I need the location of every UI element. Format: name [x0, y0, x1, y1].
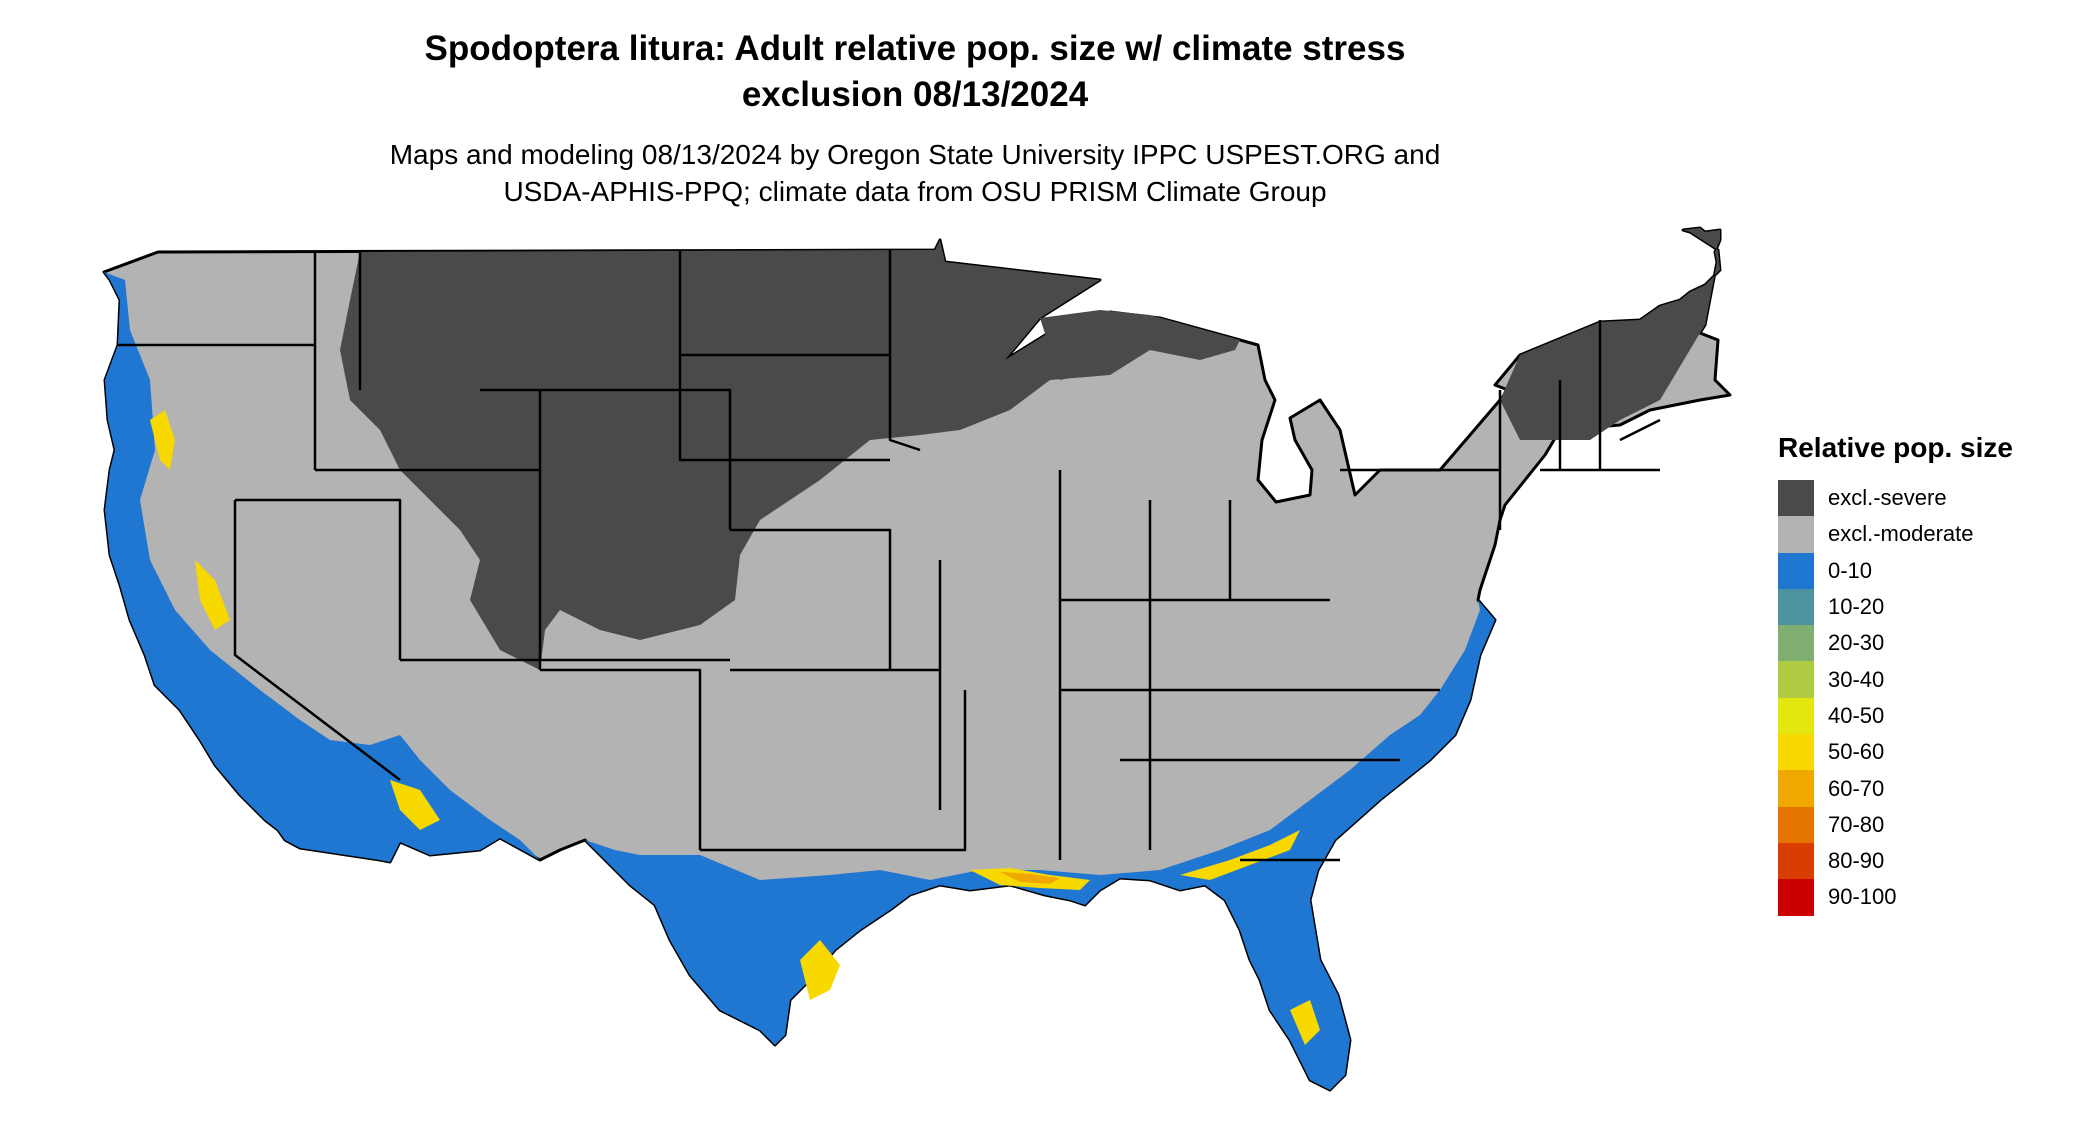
- map-subtitle: Maps and modeling 08/13/2024 by Oregon S…: [0, 136, 1830, 210]
- legend-swatch: [1778, 661, 1814, 698]
- legend-swatch: [1778, 552, 1814, 589]
- legend-label: excl.-severe: [1828, 485, 1947, 511]
- legend-swatch: [1778, 480, 1814, 517]
- legend-label: 30-40: [1828, 666, 1885, 692]
- map-title-line1: Spodoptera litura: Adult relative pop. s…: [424, 29, 1406, 68]
- subtitle-line1: Maps and modeling 08/13/2024 by Oregon S…: [389, 139, 1441, 170]
- legend-label: 50-60: [1828, 739, 1885, 765]
- legend-label: 20-30: [1828, 630, 1885, 656]
- legend-label: 0-10: [1828, 557, 1873, 583]
- legend-item: excl.-moderate: [1778, 516, 2013, 553]
- legend-label: 60-70: [1828, 775, 1885, 801]
- legend-item: 60-70: [1778, 770, 2013, 807]
- legend-item: 10-20: [1778, 588, 2013, 626]
- legend-label: excl.-moderate: [1828, 521, 1974, 547]
- legend-label: 80-90: [1828, 848, 1885, 874]
- state-borders: [118, 250, 1661, 862]
- legend-item: 20-30: [1778, 625, 2013, 662]
- legend-item: 90-100: [1778, 879, 2013, 916]
- legend-swatch: [1778, 697, 1814, 735]
- severe-zone-northeast: [1500, 228, 1720, 440]
- legend-item: 80-90: [1778, 842, 2013, 880]
- title-block: Spodoptera litura: Adult relative pop. s…: [0, 26, 1830, 210]
- legend-item: 0-10: [1778, 552, 2013, 589]
- legend-swatch: [1778, 842, 1814, 880]
- legend-swatch: [1778, 734, 1814, 771]
- subtitle-line2: USDA-APHIS-PPQ; climate data from OSU PR…: [503, 176, 1327, 207]
- legend-swatch: [1778, 625, 1814, 662]
- hotspots: [150, 410, 1320, 1045]
- legend-item: 40-50: [1778, 697, 2013, 735]
- severe-zone-upper-michigan: [1040, 310, 1240, 380]
- legend-item: 30-40: [1778, 661, 2013, 698]
- legend-item: 70-80: [1778, 806, 2013, 843]
- legend: Relative pop. size excl.-severe excl.-mod…: [1778, 432, 2013, 916]
- legend-label: 10-20: [1828, 594, 1885, 620]
- legend-swatch: [1778, 806, 1814, 843]
- legend-title: Relative pop. size: [1778, 432, 2013, 463]
- legend-label: 40-50: [1828, 702, 1885, 728]
- legend-label: 90-100: [1828, 884, 1897, 910]
- legend-swatch: [1778, 770, 1814, 807]
- blue-zone-atlantic: [1420, 600, 1495, 715]
- legend-swatch: [1778, 879, 1814, 916]
- legend-item: 50-60: [1778, 734, 2013, 771]
- map-title-line2: exclusion 08/13/2024: [741, 75, 1089, 114]
- legend-swatch: [1778, 588, 1814, 626]
- legend-swatch: [1778, 516, 1814, 553]
- severe-zone-north: [340, 240, 1240, 670]
- legend-item: excl.-severe: [1778, 480, 2013, 517]
- blue-zone-west: [104, 272, 540, 862]
- legend-label: 70-80: [1828, 811, 1885, 837]
- legend-items: excl.-severe excl.-moderate 0-10 10-20 20-30…: [1778, 480, 2013, 916]
- blue-zone-southeast: [585, 700, 1470, 1090]
